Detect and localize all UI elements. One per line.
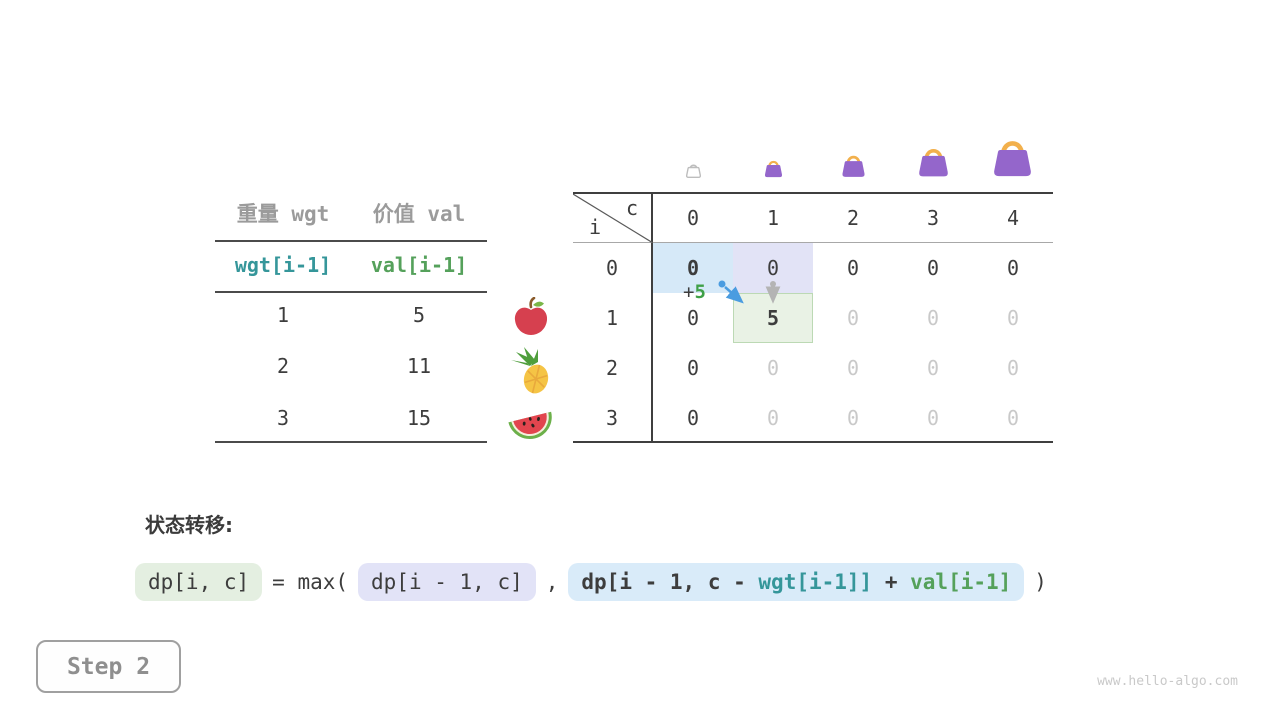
- add-item-arrow: [724, 286, 744, 304]
- item-row-3: 3 15: [215, 406, 487, 434]
- arg2-prefix: dp[i - 1, c -: [581, 570, 759, 594]
- table-divider: [573, 441, 1053, 443]
- item-row-1: 1 5: [215, 303, 487, 331]
- dp-row-header: 2: [573, 343, 653, 393]
- items-table: 重量 wgt 价值 val wgt[i-1] val[i-1] 1 5 2 11…: [215, 190, 487, 443]
- blue-arrow-origin-dot: [718, 280, 726, 288]
- capacity-icons-row: [573, 130, 1053, 182]
- item-row-2: 2 11: [215, 354, 487, 382]
- formula-lhs-chip: dp[i, c]: [135, 563, 263, 601]
- transition-arrows: [718, 280, 781, 304]
- step-button[interactable]: Step 2: [36, 640, 181, 693]
- capacity-variable-label: c: [625, 196, 638, 220]
- item-value: 15: [406, 406, 432, 430]
- table-divider: [573, 192, 1053, 194]
- plus-sign: +: [683, 281, 695, 303]
- added-value: 5: [694, 281, 706, 303]
- dp-cell-2-3: 0: [926, 356, 940, 380]
- wgt-array-label: wgt[i-1]: [234, 253, 332, 277]
- dp-cell-1-3: 0: [926, 306, 940, 330]
- bag-icon-medium: [840, 152, 867, 182]
- watermark: www.hello-algo.com: [1097, 674, 1238, 689]
- transition-formula: dp[i, c] = max( dp[i - 1, c] , dp[i - 1,…: [135, 560, 1057, 604]
- dp-row-header: 1: [573, 293, 653, 343]
- arg2-plus: +: [872, 570, 911, 594]
- watermelon-icon: [505, 402, 555, 444]
- arg2-val-term: val[i-1]: [910, 570, 1012, 594]
- dp-col-header: 2: [813, 194, 893, 243]
- gray-arrow-origin-dot: [770, 281, 776, 287]
- arg2-wgt-term: wgt[i-1]]: [758, 570, 873, 594]
- table-divider: [215, 291, 487, 293]
- dp-cell-0-2: 0: [846, 256, 860, 280]
- dp-cell-2-1: 0: [766, 356, 780, 380]
- table-divider: [215, 441, 487, 443]
- bag-icon-small: [763, 158, 784, 182]
- bag-icon-large: [916, 144, 951, 182]
- item-weight: 3: [276, 406, 290, 430]
- item-variable-label: i: [589, 215, 602, 239]
- formula-close-paren: ): [1034, 570, 1047, 594]
- dp-cell-3-3: 0: [926, 406, 940, 430]
- dp-col-header: 1: [733, 194, 813, 243]
- item-value: 11: [406, 354, 432, 378]
- dp-cell-2-4: 0: [1006, 356, 1020, 380]
- bag-icon-xlarge: [990, 135, 1035, 182]
- dp-row-header: 3: [573, 393, 653, 443]
- item-weight: 2: [276, 354, 290, 378]
- dp-corner-cell: c i: [573, 194, 653, 243]
- dp-col-header: 3: [893, 194, 973, 243]
- val-array-label: val[i-1]: [370, 253, 468, 277]
- formula-arg1-chip: dp[i - 1, c]: [358, 563, 536, 601]
- dp-cell-1-4: 0: [1006, 306, 1020, 330]
- dp-cell-3-0: 0: [686, 406, 700, 430]
- formula-comma: ,: [545, 570, 559, 594]
- pineapple-icon: [510, 346, 554, 400]
- dp-cell-0-3: 0: [926, 256, 940, 280]
- table-divider: [215, 240, 487, 242]
- apple-icon: [512, 296, 550, 341]
- dp-cell-3-4: 0: [1006, 406, 1020, 430]
- dp-cell-0-4: 0: [1006, 256, 1020, 280]
- dp-row-header: 0: [573, 243, 653, 293]
- item-value: 5: [412, 303, 426, 327]
- dp-cell-1-0: 0: [686, 306, 700, 330]
- dp-cell-2-2: 0: [846, 356, 860, 380]
- item-weight: 1: [276, 303, 290, 327]
- empty-bag-icon: [685, 162, 702, 182]
- dp-cell-1-2: 0: [846, 306, 860, 330]
- dp-col-header: 4: [973, 194, 1053, 243]
- items-table-header-row: 重量 wgt 价值 val: [215, 198, 487, 226]
- dp-col-header: 0: [653, 194, 733, 243]
- dp-cell-3-1: 0: [766, 406, 780, 430]
- weight-column-header: 重量 wgt: [236, 202, 330, 226]
- value-column-header: 价值 val: [372, 202, 466, 226]
- formula-arg2-chip: dp[i - 1, c - wgt[i-1]] + val[i-1]: [568, 563, 1025, 601]
- items-table-subheader-row: wgt[i-1] val[i-1]: [215, 253, 487, 281]
- dp-cell-3-2: 0: [846, 406, 860, 430]
- formula-operator: = max(: [272, 570, 349, 594]
- add-value-annotation: +5: [683, 281, 706, 303]
- dp-cell-2-0: 0: [686, 356, 700, 380]
- transition-section-label: 状态转移:: [145, 513, 233, 537]
